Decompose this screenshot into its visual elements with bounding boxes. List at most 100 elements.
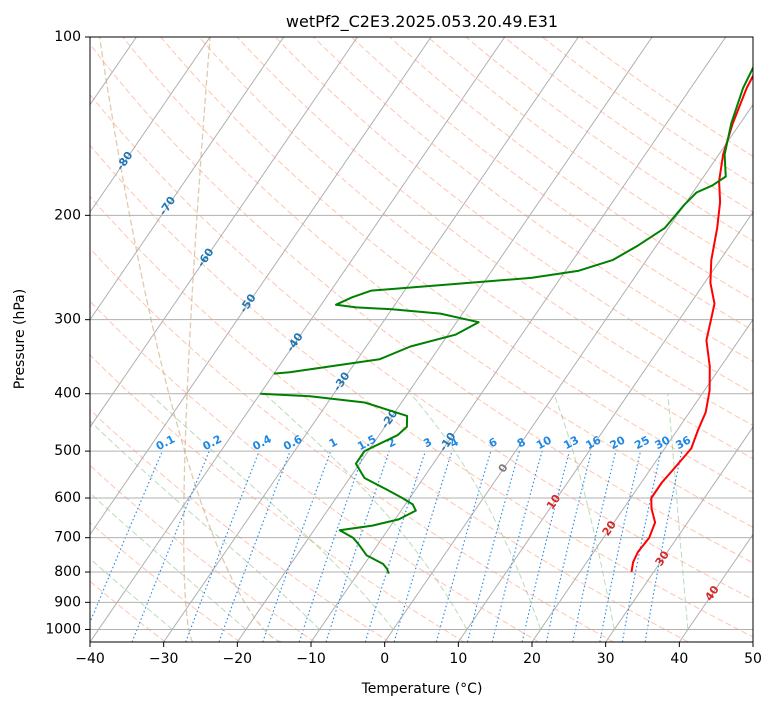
mixing-ratio-label: 20 (608, 433, 628, 452)
isotherm-label: 40 (702, 583, 722, 603)
isotherm-line (163, 37, 579, 642)
dry-adiabat (90, 195, 689, 642)
dry-adiabat (90, 408, 390, 642)
mixing-ratio-line (491, 450, 543, 642)
y-axis: 100 200 300 400 500 600 700 800 900 1000 (45, 29, 90, 637)
mixing-ratio-label: 30 (653, 433, 673, 452)
isotherm-line (457, 211, 753, 642)
mixing-ratio-labels: 0.1 0.2 0.4 0.6 1 1.5 2 3 4 6 8 10 13 16 20 25 30 36 (154, 432, 693, 453)
isotherm-line (90, 37, 285, 321)
isotherm-label: -70 (156, 194, 178, 218)
y-tick-label: 600 (54, 490, 81, 506)
dry-adiabat (90, 247, 614, 642)
dry-adiabat (313, 37, 753, 363)
y-tick-label: 500 (54, 443, 81, 459)
chart-title: wetPf2_C2E3.2025.053.20.49.E31 (286, 12, 558, 32)
dry-adiabat (90, 521, 241, 642)
y-tick-label: 800 (54, 564, 81, 580)
mixing-ratio-line (90, 450, 163, 624)
dry-adiabat (274, 37, 753, 394)
isotherm-line (90, 37, 358, 428)
x-tick-label: −20 (223, 651, 253, 667)
mixing-ratio-label: 1 (327, 435, 340, 450)
mixing-ratio-line (185, 450, 260, 642)
x-tick-label: 50 (744, 651, 762, 667)
isotherm-line (605, 426, 753, 642)
y-tick-label: 1000 (45, 621, 81, 637)
dry-adiabat (90, 354, 465, 642)
x-tick-label: 0 (380, 651, 389, 667)
isotherm-line (236, 37, 653, 642)
mixing-ratio-line (435, 450, 492, 642)
profile-series (260, 65, 753, 574)
mixing-ratio-line (599, 450, 642, 642)
x-tick-label: 40 (670, 651, 688, 667)
dry-adiabat (198, 37, 753, 460)
mixing-ratio-line (262, 450, 332, 642)
x-tick-label: −40 (75, 651, 105, 667)
dewpoint-line (273, 65, 753, 375)
isotherm-label: -90 (72, 102, 94, 126)
dewpoint-line (260, 392, 417, 574)
dry-adiabat (351, 37, 753, 331)
isotherm-line (384, 103, 753, 642)
mixing-ratio-line (298, 450, 365, 642)
temperature-line (630, 73, 753, 573)
isotherm-label: 20 (600, 518, 620, 538)
y-tick-label: 900 (54, 594, 81, 610)
mixing-ratio-line (466, 450, 520, 642)
mixing-ratio-label: 25 (632, 433, 652, 452)
x-tick-label: 20 (523, 651, 541, 667)
isotherm-label: -100 (29, 51, 55, 81)
dry-adiabat (90, 580, 166, 642)
isotherm-line (90, 37, 211, 214)
mixing-ratio-label: 0.4 (250, 432, 274, 453)
dry-adiabat (427, 37, 753, 271)
mixing-ratio-label: 13 (561, 433, 581, 452)
dry-adiabat (90, 43, 753, 564)
y-tick-label: 400 (54, 386, 81, 402)
isotherm-line (0, 37, 63, 642)
moist-adiabat (149, 393, 394, 630)
dry-adiabat (90, 464, 315, 642)
y-tick-label: 200 (54, 207, 81, 223)
x-tick-label: 10 (449, 651, 467, 667)
plot-frame (89, 36, 754, 643)
y-tick-label: 700 (54, 530, 81, 546)
lcl-curve (183, 37, 211, 642)
mixing-ratio-label: 0.2 (201, 433, 224, 454)
mixing-ratio-line (325, 450, 390, 642)
moist-adiabat (553, 393, 615, 630)
isotherm-label: -40 (284, 330, 306, 354)
isotherm-line (310, 37, 727, 642)
moist-adiabat (90, 557, 173, 630)
isotherm-label: 30 (653, 548, 673, 568)
isotherm-line (752, 641, 753, 642)
dry-adiabat (236, 37, 753, 427)
mixing-ratio-label: 8 (515, 435, 528, 450)
mixing-ratio-label: 6 (487, 435, 500, 450)
mixing-ratio-line (364, 450, 426, 642)
isotherm-line (90, 37, 432, 536)
mixing-ratio-label: 0.6 (281, 432, 305, 453)
mixing-ratio-line (131, 450, 210, 642)
mixing-ratio-label: 36 (673, 433, 693, 452)
x-tick-label: −30 (149, 651, 179, 667)
mixing-ratio-line (572, 450, 617, 642)
mixing-ratio-line (545, 450, 593, 642)
x-axis: −40 −30 −20 −10 0 10 20 30 40 50 (75, 642, 762, 667)
y-axis-label: Pressure (hPa) (12, 289, 28, 389)
dry-adiabat (122, 37, 753, 528)
moist-adiabat (410, 393, 542, 630)
y-tick-label: 300 (54, 312, 81, 328)
isotherm-line (90, 37, 506, 642)
isotherm-label: -60 (195, 245, 217, 269)
dry-adiabat (90, 300, 540, 642)
x-tick-label: −10 (296, 651, 326, 667)
dry-adiabat (90, 144, 753, 638)
x-axis-label: Temperature (°C) (361, 681, 483, 697)
isotherm-label: 0 (496, 461, 511, 475)
mixing-ratio-label: 16 (584, 433, 604, 452)
